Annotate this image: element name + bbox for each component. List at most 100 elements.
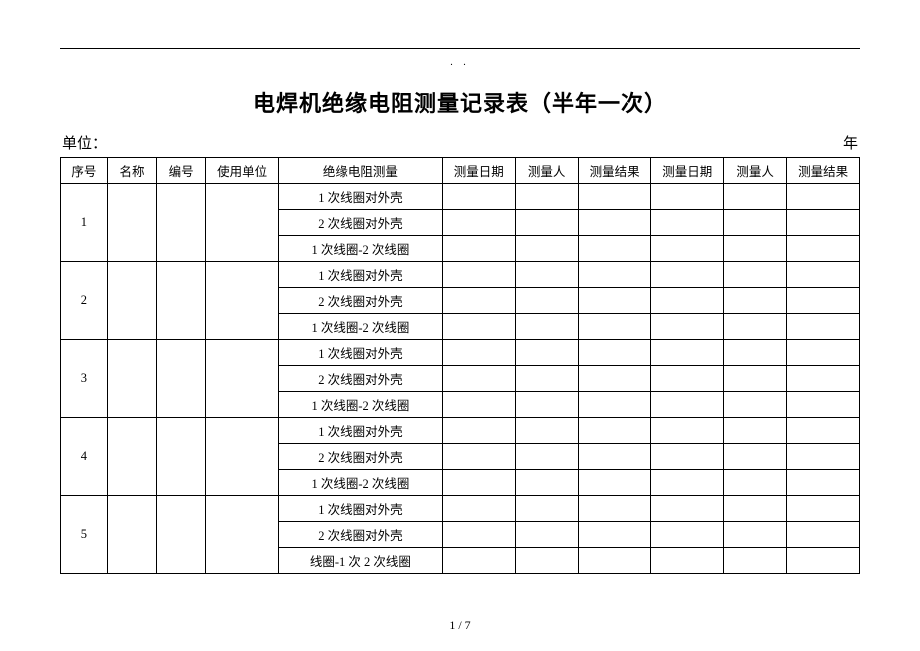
cell-num — [157, 340, 206, 418]
cell-blank — [724, 314, 787, 340]
cell-measurement: 线圈-1 次 2 次线圈 — [278, 548, 442, 574]
cell-blank — [578, 210, 651, 236]
cell-blank — [651, 548, 724, 574]
cell-blank — [515, 184, 578, 210]
cell-measurement: 1 次线圈-2 次线圈 — [278, 392, 442, 418]
cell-name — [107, 340, 156, 418]
col-name: 名称 — [107, 158, 156, 184]
cell-blank — [651, 314, 724, 340]
cell-blank — [787, 184, 860, 210]
cell-blank — [515, 262, 578, 288]
cell-blank — [724, 340, 787, 366]
table-row: 41 次线圈对外壳 — [61, 418, 860, 444]
year-label: 年 — [843, 132, 858, 153]
cell-blank — [787, 418, 860, 444]
cell-seq: 3 — [61, 340, 108, 418]
cell-measurement: 2 次线圈对外壳 — [278, 366, 442, 392]
cell-blank — [442, 184, 515, 210]
table-row: 21 次线圈对外壳 — [61, 262, 860, 288]
cell-blank — [442, 366, 515, 392]
cell-blank — [651, 236, 724, 262]
cell-dept — [206, 184, 279, 262]
cell-blank — [442, 210, 515, 236]
cell-blank — [787, 262, 860, 288]
cell-blank — [787, 548, 860, 574]
cell-blank — [787, 210, 860, 236]
cell-blank — [651, 366, 724, 392]
cell-blank — [515, 288, 578, 314]
cell-name — [107, 262, 156, 340]
cell-blank — [515, 314, 578, 340]
cell-measurement: 1 次线圈对外壳 — [278, 418, 442, 444]
cell-dept — [206, 262, 279, 340]
cell-blank — [515, 392, 578, 418]
cell-blank — [578, 236, 651, 262]
cell-blank — [578, 418, 651, 444]
cell-name — [107, 418, 156, 496]
cell-blank — [442, 496, 515, 522]
cell-seq: 4 — [61, 418, 108, 496]
cell-blank — [724, 496, 787, 522]
cell-dept — [206, 496, 279, 574]
cell-blank — [787, 496, 860, 522]
cell-blank — [651, 444, 724, 470]
cell-blank — [724, 392, 787, 418]
cell-name — [107, 496, 156, 574]
cell-blank — [578, 314, 651, 340]
cell-seq: 5 — [61, 496, 108, 574]
table-row: 31 次线圈对外壳 — [61, 340, 860, 366]
cell-blank — [578, 444, 651, 470]
cell-blank — [651, 522, 724, 548]
col-num: 编号 — [157, 158, 206, 184]
cell-blank — [724, 444, 787, 470]
cell-blank — [787, 522, 860, 548]
cell-blank — [578, 470, 651, 496]
cell-blank — [651, 470, 724, 496]
cell-blank — [651, 340, 724, 366]
col-result2: 测量结果 — [787, 158, 860, 184]
header-marks: . . — [60, 57, 860, 68]
cell-blank — [442, 340, 515, 366]
document-page: . . 电焊机绝缘电阻测量记录表（半年一次） 单位： 年 序号 名称 编号 使用… — [0, 0, 920, 574]
cell-blank — [515, 444, 578, 470]
cell-num — [157, 418, 206, 496]
cell-blank — [515, 470, 578, 496]
cell-blank — [578, 288, 651, 314]
cell-dept — [206, 340, 279, 418]
cell-blank — [724, 184, 787, 210]
cell-blank — [724, 236, 787, 262]
cell-seq: 1 — [61, 184, 108, 262]
cell-blank — [515, 210, 578, 236]
col-dept: 使用单位 — [206, 158, 279, 184]
col-date2: 测量日期 — [651, 158, 724, 184]
table-row: 51 次线圈对外壳 — [61, 496, 860, 522]
cell-blank — [578, 392, 651, 418]
unit-label: 单位： — [62, 132, 107, 153]
cell-blank — [578, 184, 651, 210]
cell-blank — [651, 210, 724, 236]
cell-blank — [578, 340, 651, 366]
cell-blank — [515, 418, 578, 444]
cell-blank — [787, 470, 860, 496]
cell-blank — [651, 262, 724, 288]
cell-blank — [515, 496, 578, 522]
cell-blank — [442, 288, 515, 314]
table-header-row: 序号 名称 编号 使用单位 绝缘电阻测量 测量日期 测量人 测量结果 测量日期 … — [61, 158, 860, 184]
cell-blank — [442, 470, 515, 496]
meta-row: 单位： 年 — [60, 132, 860, 153]
cell-blank — [578, 366, 651, 392]
cell-blank — [515, 236, 578, 262]
cell-blank — [442, 522, 515, 548]
cell-blank — [442, 444, 515, 470]
col-meas: 绝缘电阻测量 — [278, 158, 442, 184]
cell-blank — [787, 314, 860, 340]
page-title: 电焊机绝缘电阻测量记录表（半年一次） — [60, 86, 860, 118]
cell-num — [157, 184, 206, 262]
cell-blank — [724, 366, 787, 392]
cell-blank — [442, 548, 515, 574]
cell-blank — [442, 236, 515, 262]
cell-blank — [651, 184, 724, 210]
table-row: 11 次线圈对外壳 — [61, 184, 860, 210]
cell-blank — [724, 418, 787, 444]
cell-blank — [787, 366, 860, 392]
